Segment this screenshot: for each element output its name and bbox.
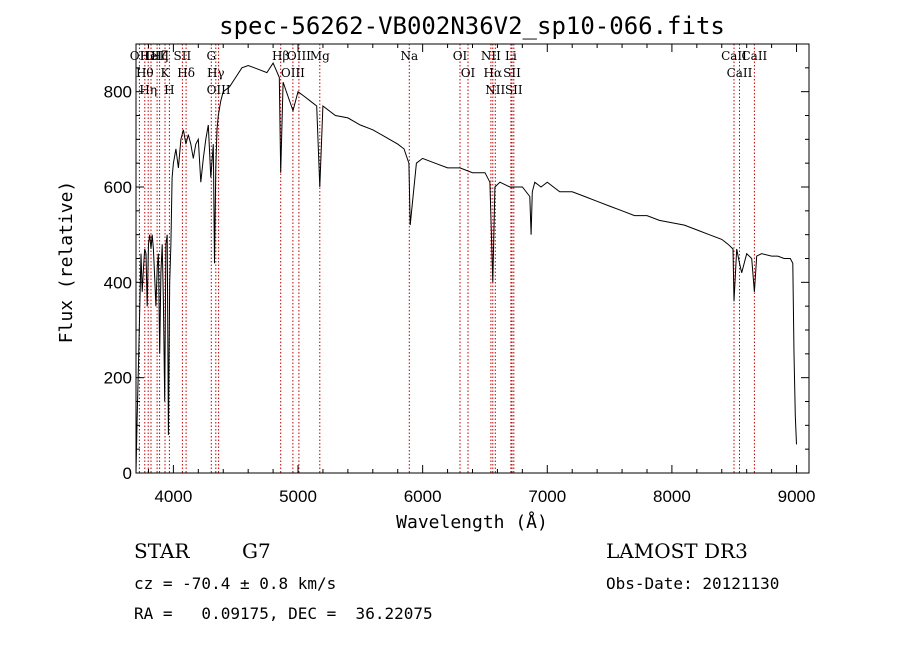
line-label: Hα [484, 66, 503, 80]
line-label: OIII [145, 49, 169, 63]
line-label: Li [505, 49, 517, 63]
line-label: Mg [310, 49, 330, 63]
line-label: Hη [139, 83, 157, 97]
x-tick-label: 5000 [279, 487, 317, 506]
line-label: CaII [727, 66, 753, 80]
y-axis-ticks: 0 200 400 600 800 [104, 67, 809, 483]
object-class: STAR [134, 539, 190, 563]
line-label: Hγ [207, 66, 225, 80]
line-label: CaII [721, 49, 747, 63]
spectral-line-labels: OIIHθHηHeIOIIIHζKHSIIHδGHγOIIIHβOIIIOIII… [130, 49, 768, 97]
line-label: OII [130, 49, 150, 63]
line-label: OI [453, 49, 468, 63]
x-tick-label: 7000 [528, 487, 566, 506]
y-tick-label: 800 [104, 83, 132, 102]
line-label: Hδ [177, 66, 195, 80]
x-tick-label: 6000 [404, 487, 442, 506]
plot-frame [135, 43, 810, 474]
spectrum-line [135, 62, 797, 474]
line-label: SII [505, 83, 523, 97]
x-axis-ticks: 4000 5000 6000 7000 8000 9000 [147, 44, 816, 506]
object-subclass: G7 [242, 539, 271, 563]
line-label: HeI [140, 49, 163, 63]
line-label: SII [503, 66, 521, 80]
line-label: OIII [281, 66, 305, 80]
line-label: Hβ [272, 49, 289, 63]
redshift-value: cz = -70.4 ± 0.8 km/s [134, 574, 336, 593]
line-label: K [161, 66, 171, 80]
spectral-line-markers [138, 44, 755, 473]
line-label: OI [461, 66, 476, 80]
y-tick-label: 400 [104, 273, 132, 292]
line-label: NII [481, 49, 501, 63]
coordinates: RA = 0.09175, DEC = 36.22075 [134, 604, 433, 623]
x-tick-label: 9000 [778, 487, 816, 506]
observation-date: Obs-Date: 20121130 [606, 574, 779, 593]
y-axis-label: Flux (relative) [56, 181, 77, 344]
y-tick-label: 200 [104, 369, 132, 388]
line-label: G [207, 49, 217, 63]
line-label: Hζ [151, 49, 168, 63]
x-tick-label: 4000 [154, 487, 192, 506]
chart-title: spec-56262-VB002N36V2_sp10-066.fits [219, 12, 725, 40]
line-label: Na [400, 49, 418, 63]
x-tick-label: 8000 [653, 487, 691, 506]
survey-name: LAMOST DR3 [606, 539, 748, 563]
y-tick-label: 0 [123, 464, 132, 483]
line-label: H [164, 83, 174, 97]
line-label: CaII [741, 49, 767, 63]
line-label: OIII [207, 83, 231, 97]
y-tick-label: 600 [104, 178, 132, 197]
line-label: NII [485, 83, 505, 97]
line-label: SII [174, 49, 192, 63]
line-label: Hθ [136, 66, 154, 80]
line-label: OIII [287, 49, 311, 63]
x-axis-label: Wavelength (Å) [396, 511, 548, 533]
